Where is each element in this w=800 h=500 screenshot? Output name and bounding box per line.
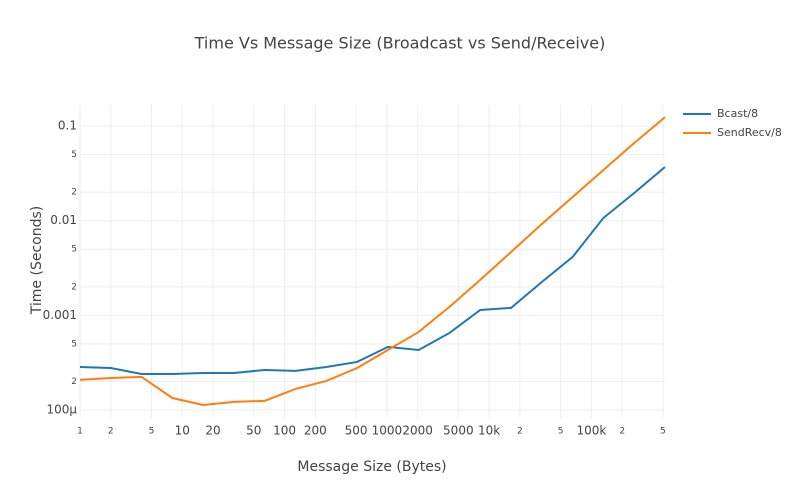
x-tick-label: 5000 — [443, 424, 474, 438]
x-tick-label: 500 — [345, 424, 368, 438]
x-tick-label: 10k — [478, 424, 500, 438]
x-tick-label: 50 — [246, 424, 261, 438]
x-axis-title: Message Size (Bytes) — [297, 459, 446, 475]
series-line — [79, 166, 666, 376]
legend-label: Bcast/8 — [717, 107, 758, 120]
x-tick-label: 1000 — [372, 424, 403, 438]
x-tick-label: 2 — [517, 427, 523, 437]
x-tick-label: 2000 — [402, 424, 433, 438]
y-tick-label: 0.001 — [43, 308, 77, 322]
y-tick-label: 2 — [71, 282, 77, 292]
legend-label: SendRecv/8 — [717, 126, 782, 139]
y-tick-label: 5 — [71, 150, 77, 160]
x-tick-label: 1 — [77, 427, 83, 437]
x-tick-label: 2 — [108, 427, 114, 437]
y-tick-label: 0.01 — [50, 213, 77, 227]
y-tick-label: 0.1 — [58, 119, 77, 133]
x-tick-label: 100k — [576, 424, 606, 438]
y-tick-label: 5 — [71, 245, 77, 255]
x-tick-label: 5 — [660, 427, 666, 437]
x-tick-label: 2 — [619, 427, 625, 437]
series-line — [79, 116, 666, 407]
y-tick-label: 2 — [71, 188, 77, 198]
x-tick-label: 10 — [175, 424, 190, 438]
y-tick-label: 5 — [71, 339, 77, 349]
x-tick-label: 20 — [205, 424, 220, 438]
y-tick-label: 2 — [71, 377, 77, 387]
y-tick-label: 100μ — [46, 403, 77, 417]
y-axis-title: Time (Seconds) — [29, 206, 45, 315]
x-tick-label: 5 — [558, 427, 564, 437]
chart-title: Time Vs Message Size (Broadcast vs Send/… — [194, 34, 606, 53]
x-tick-label: 5 — [149, 427, 155, 437]
x-tick-label: 100 — [273, 424, 296, 438]
x-tick-label: 200 — [304, 424, 327, 438]
grid — [79, 105, 665, 418]
